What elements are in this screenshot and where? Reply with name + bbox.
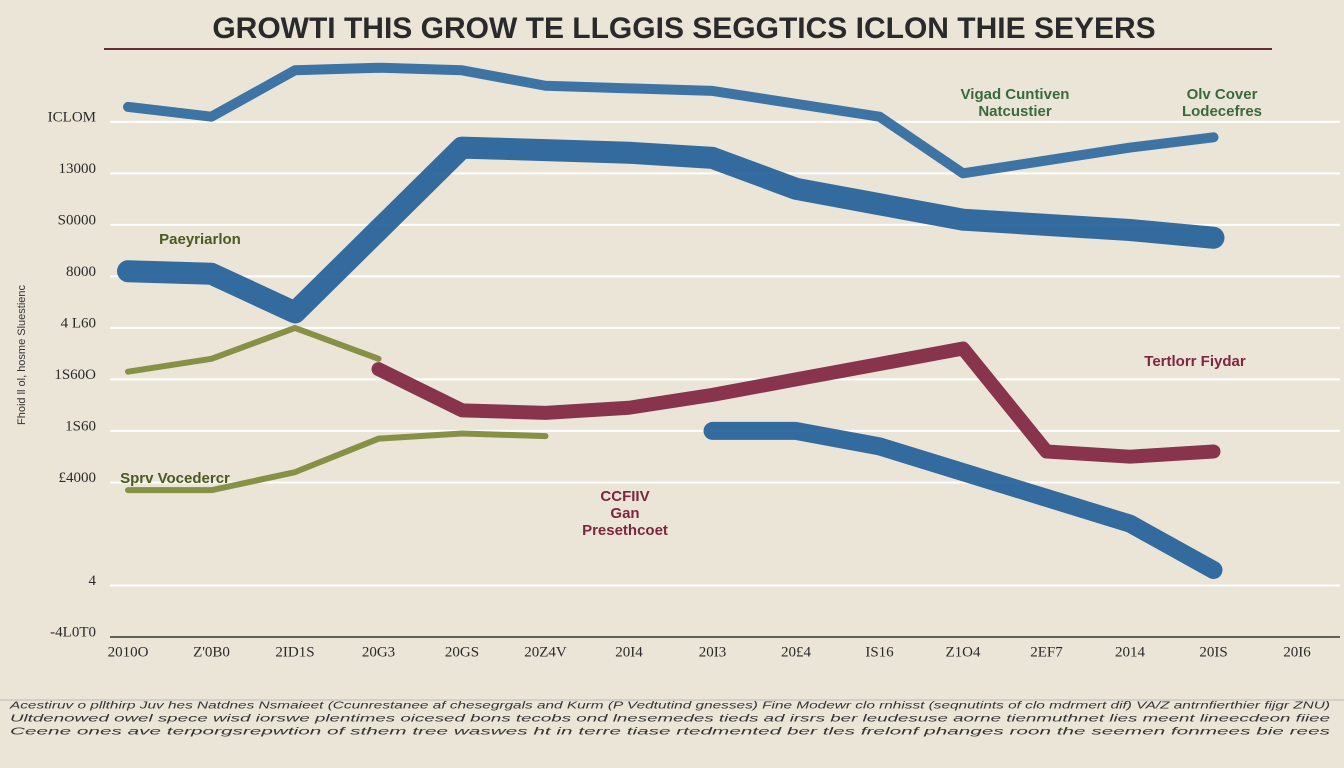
y-tick-label: S0000 xyxy=(58,212,96,228)
series-label: Olv Cover Lodecefres xyxy=(1182,86,1262,120)
series-label: Vigad Cuntiven Natcustier xyxy=(961,86,1070,120)
series-line xyxy=(117,136,1225,324)
x-tick-label: 2EF7 xyxy=(1030,644,1063,660)
x-tick-label: 2010O xyxy=(108,644,149,660)
x-tick-label: 2014 xyxy=(1115,644,1146,660)
footnote: Ceene ones ave terporgsrepwtion of sthem… xyxy=(10,727,1330,738)
y-tick-label: 13000 xyxy=(59,161,97,177)
series-label: Sprv Vocedercr xyxy=(120,470,230,487)
footnote: Acestiruv o pllthirp Juv hes Natdnes Nsm… xyxy=(8,701,1330,712)
x-tick-label: 20£4 xyxy=(781,644,812,660)
series-line xyxy=(125,324,382,375)
chart-title: GROWTI THIS GROW TE LLGGIS SEGGTICS ICLO… xyxy=(212,12,1155,45)
y-tick-label: -4L0T0 xyxy=(50,624,96,640)
x-tick-label: 20GS xyxy=(445,644,479,660)
series-line xyxy=(371,341,1221,464)
series-label: Tertlorr Fiydar xyxy=(1144,353,1246,370)
y-tick-label: 4 L60 xyxy=(61,315,96,331)
series-line xyxy=(125,430,549,494)
x-tick-label: 20IS xyxy=(1199,644,1227,660)
y-tick-label: 1S60O xyxy=(54,367,96,383)
x-tick-label: 20G3 xyxy=(362,644,395,660)
series-line xyxy=(123,62,1219,179)
y-tick-label: 4 xyxy=(89,573,97,589)
x-tick-label: Z1O4 xyxy=(946,644,981,660)
y-tick-label: 1S60 xyxy=(65,418,96,434)
y-axis-label: Fhoid ll ol, hosme Sluestienc xyxy=(16,284,28,425)
x-tick-label: 20Z4V xyxy=(524,644,567,660)
y-tick-label: £4000 xyxy=(59,470,97,486)
y-tick-label: ICLOM xyxy=(48,109,96,125)
x-tick-label: 2ID1S xyxy=(275,644,314,660)
series-line xyxy=(703,421,1223,580)
y-tick-label: 8000 xyxy=(66,264,96,280)
x-tick-label: 20I4 xyxy=(615,644,643,660)
x-tick-label: IS16 xyxy=(865,644,894,660)
footnote: Ultdenowed owel spece wisd iorswe plenti… xyxy=(10,714,1331,725)
x-tick-label: 20I6 xyxy=(1283,644,1311,660)
x-tick-label: Z'0B0 xyxy=(193,644,230,660)
series-label: CCFIIV Gan Presethcoet xyxy=(582,488,668,539)
x-tick-label: 20I3 xyxy=(699,644,727,660)
series-label: Paeyriarlon xyxy=(159,231,241,248)
